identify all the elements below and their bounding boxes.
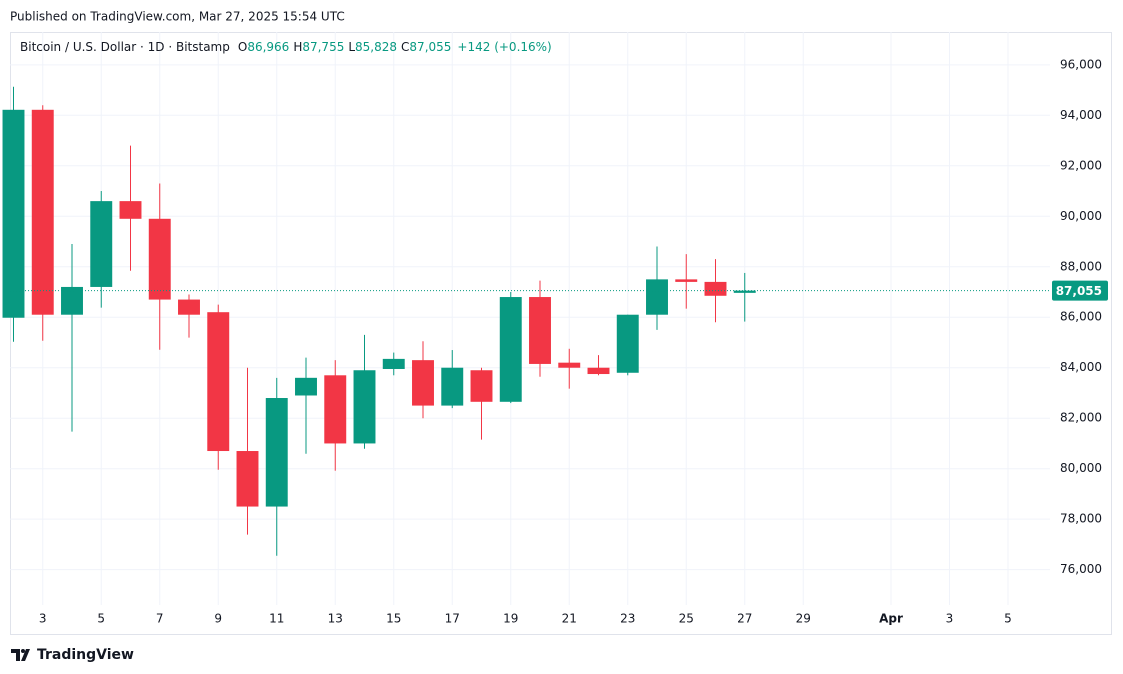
candle-body bbox=[295, 377, 317, 396]
candle-body bbox=[178, 299, 200, 315]
y-tick-label: 90,000 bbox=[1060, 209, 1102, 223]
x-tick-label: 23 bbox=[620, 612, 635, 626]
x-tick-label: 11 bbox=[269, 612, 284, 626]
published-note: Published on TradingView.com, Mar 27, 20… bbox=[10, 10, 345, 24]
symbol-header: Bitcoin / U.S. Dollar · 1D · Bitstamp O86… bbox=[20, 40, 552, 54]
change: +142 (+0.16%) bbox=[457, 40, 551, 54]
brand-logo bbox=[11, 649, 30, 661]
x-tick-label: 7 bbox=[156, 612, 164, 626]
candle-body bbox=[119, 201, 142, 219]
x-tick-label: 13 bbox=[328, 612, 343, 626]
candle-body bbox=[265, 398, 288, 507]
chart-frame bbox=[10, 32, 1112, 635]
candles: 87,055 bbox=[2, 86, 1108, 556]
logo-icon bbox=[11, 649, 30, 661]
y-tick-label: 82,000 bbox=[1060, 411, 1102, 425]
candle-body bbox=[733, 290, 756, 293]
ohlc-value: 85,828 bbox=[355, 40, 397, 54]
x-tick-label: 19 bbox=[503, 612, 518, 626]
y-tick-label: 80,000 bbox=[1060, 461, 1102, 475]
y-tick-label: 84,000 bbox=[1060, 360, 1102, 374]
y-tick-label: 96,000 bbox=[1060, 57, 1102, 71]
x-tick-label: 21 bbox=[562, 612, 577, 626]
brand-name: TradingView bbox=[37, 647, 134, 663]
candle-body bbox=[207, 312, 230, 452]
ohlc-value: 87,755 bbox=[302, 40, 344, 54]
x-tick-label: 25 bbox=[679, 612, 694, 626]
y-tick-label: 86,000 bbox=[1060, 310, 1102, 324]
candle-body bbox=[61, 286, 83, 315]
y-tick-label: 92,000 bbox=[1060, 158, 1102, 172]
candle-body bbox=[324, 375, 347, 444]
y-tick-label: 94,000 bbox=[1060, 108, 1102, 122]
symbol-title: Bitcoin / U.S. Dollar · 1D · Bitstamp bbox=[20, 40, 230, 54]
candle-body bbox=[2, 109, 25, 318]
ohlc-value: 86,966 bbox=[247, 40, 289, 54]
x-tick-label: 5 bbox=[97, 612, 105, 626]
grid: 76,000 78,000 80,000 82,000 84,000 86,000 88,0… bbox=[10, 32, 1102, 626]
candle-body bbox=[675, 279, 698, 282]
candle-body bbox=[499, 297, 522, 402]
last-price-label: 87,055 bbox=[1056, 284, 1102, 298]
y-tick-label: 78,000 bbox=[1060, 512, 1102, 526]
ohlc-label: C bbox=[401, 40, 409, 54]
ohlc-label: L bbox=[348, 40, 355, 54]
candle-body bbox=[646, 279, 668, 315]
y-tick-label: 76,000 bbox=[1060, 562, 1102, 576]
x-tick-label: 9 bbox=[214, 612, 222, 626]
x-tick-label: 17 bbox=[445, 612, 460, 626]
candle-body bbox=[90, 201, 113, 287]
candle-body bbox=[382, 358, 405, 369]
x-tick-label: Apr bbox=[879, 612, 903, 626]
candle-body bbox=[148, 218, 171, 300]
candle-body bbox=[31, 109, 54, 315]
x-tick-label: 27 bbox=[737, 612, 752, 626]
candle-body bbox=[353, 370, 376, 444]
x-tick-label: 5 bbox=[1004, 612, 1012, 626]
candle-body bbox=[529, 297, 551, 364]
candle-body bbox=[558, 362, 581, 368]
x-tick-label: 3 bbox=[946, 612, 954, 626]
candle-body bbox=[236, 451, 259, 507]
candle-body bbox=[587, 367, 610, 375]
candle-body bbox=[412, 360, 434, 406]
y-tick-label: 88,000 bbox=[1060, 259, 1102, 273]
ohlc-label: H bbox=[293, 40, 302, 54]
candle-body bbox=[470, 370, 493, 402]
candle-body bbox=[704, 281, 727, 296]
x-tick-label: 29 bbox=[796, 612, 811, 626]
x-tick-label: 3 bbox=[39, 612, 47, 626]
candle-body bbox=[616, 314, 639, 373]
logo-dot bbox=[21, 649, 25, 653]
ohlc-label: O bbox=[238, 40, 247, 54]
ohlc-value: 87,055 bbox=[409, 40, 451, 54]
candle-body bbox=[441, 367, 464, 406]
x-tick-label: 15 bbox=[386, 612, 401, 626]
last-price-tag bbox=[1052, 280, 1108, 301]
